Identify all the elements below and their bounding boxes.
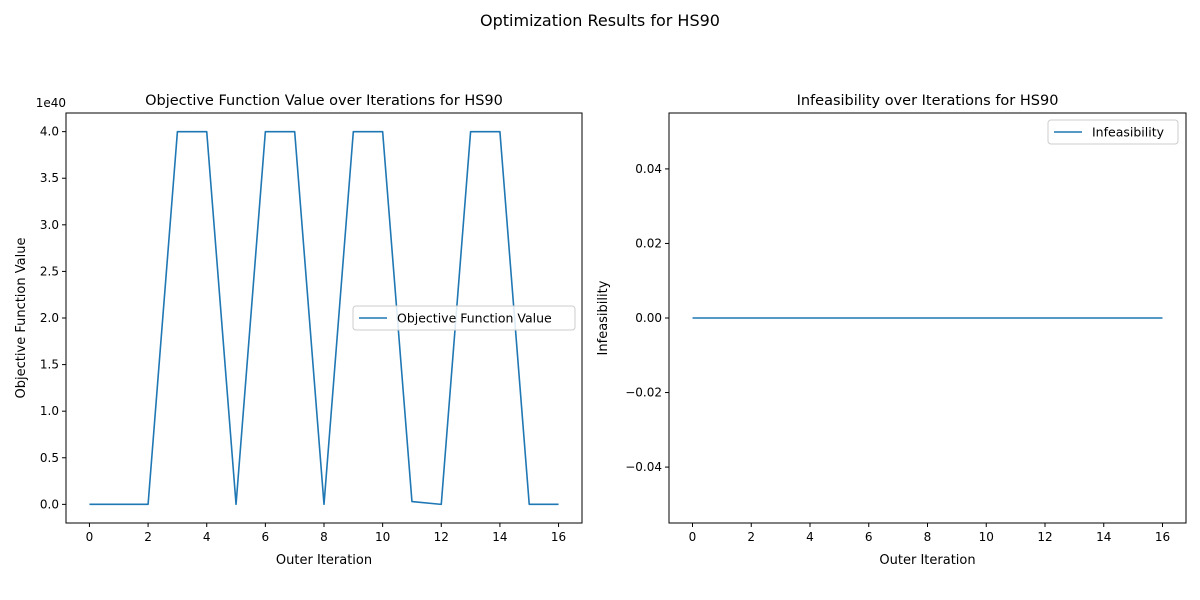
y-axis-label: Objective Function Value bbox=[14, 238, 29, 399]
y-tick-label: 1.0 bbox=[40, 404, 59, 418]
x-tick-label: 2 bbox=[747, 530, 755, 544]
x-tick-label: 10 bbox=[979, 530, 994, 544]
x-tick-label: 0 bbox=[689, 530, 697, 544]
legend-box bbox=[352, 305, 576, 331]
x-tick-label: 6 bbox=[865, 530, 873, 544]
x-tick-label: 4 bbox=[203, 530, 211, 544]
y-tick-label: 3.0 bbox=[40, 218, 59, 232]
legend-box bbox=[1047, 119, 1179, 145]
y-tick-label: 4.0 bbox=[40, 125, 59, 139]
legend: Infeasibility bbox=[1047, 119, 1179, 145]
x-tick-label: 8 bbox=[320, 530, 328, 544]
y-tick-label: 2.0 bbox=[40, 311, 59, 325]
x-tick-label: 16 bbox=[551, 530, 566, 544]
y-offset-label: 1e40 bbox=[36, 96, 66, 110]
x-axis-label: Outer Iteration bbox=[276, 553, 372, 568]
y-tick-label: 2.5 bbox=[40, 264, 59, 278]
y-tick-label: 3.5 bbox=[40, 171, 59, 185]
x-tick-label: 12 bbox=[1037, 530, 1052, 544]
y-tick-label: 0.0 bbox=[40, 497, 59, 511]
x-tick-label: 14 bbox=[492, 530, 507, 544]
y-axis-label: Infeasibility bbox=[596, 280, 611, 355]
series-line bbox=[89, 130, 559, 506]
y-tick-label: 0.04 bbox=[635, 162, 662, 176]
legend: Objective Function Value bbox=[352, 305, 576, 331]
x-tick-label: 16 bbox=[1155, 530, 1170, 544]
x-tick-label: 8 bbox=[924, 530, 932, 544]
x-tick-label: 6 bbox=[262, 530, 270, 544]
x-axis-label: Outer Iteration bbox=[879, 553, 975, 568]
x-tick-label: 4 bbox=[806, 530, 814, 544]
chart-title: Objective Function Value over Iterations… bbox=[145, 93, 503, 109]
figure-suptitle: Optimization Results for HS90 bbox=[480, 11, 720, 30]
x-tick-label: 14 bbox=[1096, 530, 1111, 544]
x-tick-label: 2 bbox=[144, 530, 152, 544]
y-tick-label: −0.02 bbox=[625, 386, 662, 400]
objective-chart: Objective Function Value over Iterations… bbox=[14, 93, 583, 568]
x-tick-label: 12 bbox=[434, 530, 449, 544]
y-tick-label: 0.00 bbox=[635, 311, 662, 325]
y-tick-label: 0.5 bbox=[40, 451, 59, 465]
infeasibility-chart: Infeasibility over Iterations for HS90 0 2… bbox=[596, 93, 1187, 568]
x-tick-label: 0 bbox=[86, 530, 94, 544]
x-tick-label: 10 bbox=[375, 530, 390, 544]
legend-label: Objective Function Value bbox=[397, 311, 552, 326]
y-tick-label: −0.04 bbox=[625, 460, 662, 474]
chart-title: Infeasibility over Iterations for HS90 bbox=[797, 93, 1059, 109]
legend-label: Infeasibility bbox=[1092, 125, 1165, 140]
y-tick-label: 1.5 bbox=[40, 358, 59, 372]
y-tick-label: 0.02 bbox=[635, 236, 662, 250]
